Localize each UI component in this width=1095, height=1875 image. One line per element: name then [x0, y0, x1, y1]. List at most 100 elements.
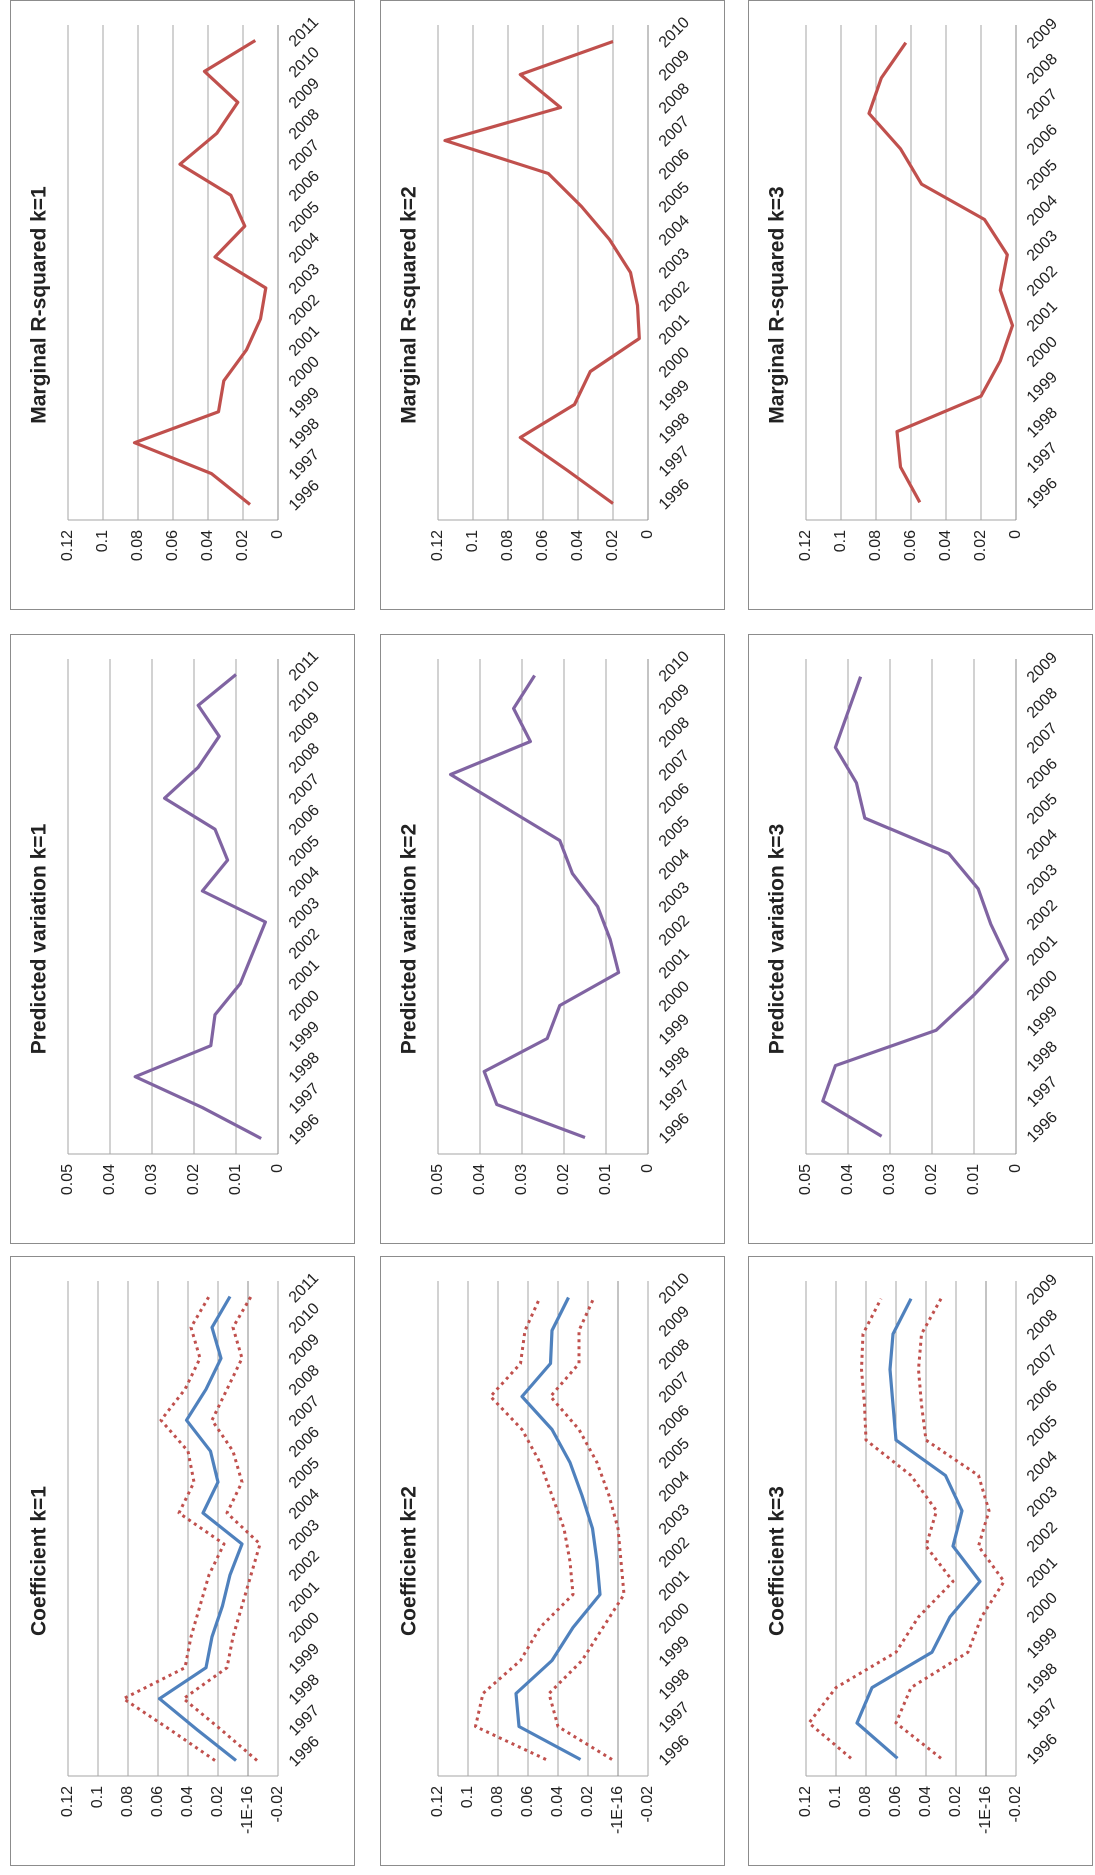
y-tick-label: 0.08 [499, 530, 516, 561]
series-line [821, 676, 1010, 1138]
series-line [449, 674, 621, 1139]
chart-panel: Predicted variation k=2 0 0.01 0.02 0.03 0.04… [380, 634, 725, 1244]
chart-title: Coefficient k=2 [398, 1486, 421, 1636]
y-tick-label: 0 [269, 1164, 286, 1173]
y-tick-label: 0.08 [489, 1786, 506, 1817]
series-line [514, 1296, 602, 1761]
y-tick-label: 0.1 [94, 530, 111, 552]
y-tick-label: -0.02 [639, 1786, 656, 1823]
panel-border [748, 1256, 1093, 1866]
y-tick-label: 0.04 [549, 1786, 566, 1817]
y-tick-label: 0.1 [832, 530, 849, 552]
chart-panel: Predicted variation k=1 0 0.01 0.02 0.03 0.04… [10, 634, 355, 1244]
y-tick-label: 0.05 [429, 1164, 446, 1195]
y-tick-label: 0.04 [179, 1786, 196, 1817]
y-tick-label: 0.06 [164, 530, 181, 561]
y-tick-label: 0.04 [471, 1164, 488, 1195]
y-tick-label: 0.12 [797, 530, 814, 561]
panel-border [380, 0, 725, 610]
y-tick-label: 0.01 [597, 1164, 614, 1195]
chart-title: Predicted variation k=3 [766, 824, 789, 1055]
y-tick-label: 0.1 [464, 530, 481, 552]
series-line [547, 1296, 626, 1761]
y-tick-label: 0.08 [867, 530, 884, 561]
panel-border [10, 634, 355, 1244]
y-tick-label: 0.05 [59, 1164, 76, 1195]
y-tick-label: 0.1 [89, 1786, 106, 1808]
y-tick-label: 0.08 [857, 1786, 874, 1817]
y-tick-label: 0 [1007, 530, 1024, 539]
series-line [182, 1295, 262, 1762]
y-tick-label: 0.02 [579, 1786, 596, 1817]
series-line [855, 1297, 982, 1760]
y-tick-label: -0.02 [269, 1786, 286, 1823]
y-tick-label: 0.12 [429, 530, 446, 561]
y-tick-label: -1E-16 [239, 1786, 256, 1834]
y-tick-label: 0.01 [965, 1164, 982, 1195]
y-tick-label: 0.04 [101, 1164, 118, 1195]
y-tick-label: 0.04 [917, 1786, 934, 1817]
series-line [132, 39, 268, 506]
y-tick-label: 0.04 [199, 530, 216, 561]
chart-panel: Predicted variation k=3 0 0.01 0.02 0.03 0.04… [748, 634, 1093, 1244]
y-tick-label: 0.1 [459, 1786, 476, 1808]
y-tick-label: 0.04 [839, 1164, 856, 1195]
y-tick-label: 0.06 [519, 1786, 536, 1817]
y-tick-label: 0.02 [209, 1786, 226, 1817]
y-tick-label: 0.12 [59, 530, 76, 561]
chart-title: Marginal R-squared k=3 [766, 186, 789, 424]
y-tick-label: 0.03 [513, 1164, 530, 1195]
series-line [474, 1296, 575, 1761]
panel-border [380, 634, 725, 1244]
series-line [122, 1295, 226, 1762]
panel-border [380, 1256, 725, 1866]
series-line [157, 1295, 244, 1762]
chart-panel: Marginal R-squared k=2 0 0.02 0.04 0.06 0.08 0… [380, 0, 725, 610]
y-tick-label: -1E-16 [977, 1786, 994, 1834]
y-tick-label: 0.02 [185, 1164, 202, 1195]
y-tick-label: -1E-16 [609, 1786, 626, 1834]
y-tick-label: 0.12 [429, 1786, 446, 1817]
chart-panel: Marginal R-squared k=3 0 0.02 0.04 0.06 0.08 0… [748, 0, 1093, 610]
panel-border [748, 0, 1093, 610]
y-tick-label: 0.08 [129, 530, 146, 561]
panel-border [10, 0, 355, 610]
chart-title: Coefficient k=3 [766, 1486, 789, 1636]
y-tick-label: 0.1 [827, 1786, 844, 1808]
chart-panel: Coefficient k=3 -0.02 -1E-16 0.02 0.04 0.06 0.… [748, 1256, 1093, 1866]
chart-title: Predicted variation k=2 [398, 824, 421, 1055]
y-tick-label: 0.03 [143, 1164, 160, 1195]
panel-border [748, 634, 1093, 1244]
y-tick-label: 0.02 [972, 530, 989, 561]
chart-title: Marginal R-squared k=1 [28, 186, 51, 424]
y-tick-label: 0.02 [923, 1164, 940, 1195]
y-tick-label: 0.02 [234, 530, 251, 561]
y-tick-label: -0.02 [1007, 1786, 1024, 1823]
y-tick-label: 0.05 [797, 1164, 814, 1195]
y-tick-label: 0.08 [119, 1786, 136, 1817]
y-tick-label: 0.06 [534, 530, 551, 561]
chart-panel: Marginal R-squared k=1 0 0.02 0.04 0.06 0.08 0… [10, 0, 355, 610]
series-line [807, 1298, 955, 1760]
chart-title: Coefficient k=1 [28, 1486, 51, 1636]
y-tick-label: 0.06 [149, 1786, 166, 1817]
y-tick-label: 0.12 [797, 1786, 814, 1817]
y-tick-label: 0 [1007, 1164, 1024, 1173]
y-tick-label: 0.02 [947, 1786, 964, 1817]
y-tick-label: 0.02 [555, 1164, 572, 1195]
y-tick-label: 0 [639, 1164, 656, 1173]
y-tick-label: 0 [269, 530, 286, 539]
chart-panel: Coefficient k=2 -0.02 -1E-16 0.02 0.04 0.06 0.… [380, 1256, 725, 1866]
panel-border [10, 1256, 355, 1866]
y-tick-label: 0.04 [937, 530, 954, 561]
y-tick-label: 0.06 [887, 1786, 904, 1817]
y-tick-label: 0.03 [881, 1164, 898, 1195]
chart-title: Marginal R-squared k=2 [398, 186, 421, 424]
series-line [894, 1297, 1006, 1760]
y-tick-label: 0.12 [59, 1786, 76, 1817]
series-line [133, 673, 267, 1140]
y-tick-label: 0 [639, 530, 656, 539]
y-tick-label: 0.01 [227, 1164, 244, 1195]
